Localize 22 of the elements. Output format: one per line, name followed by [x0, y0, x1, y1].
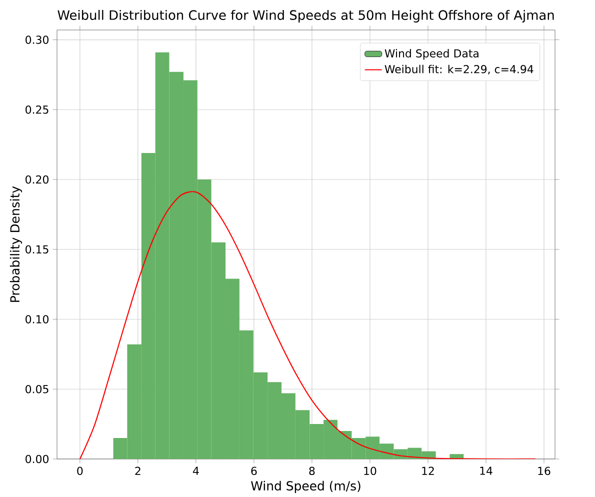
x-axis-title: Wind Speed (m/s): [251, 480, 360, 493]
x-tick-label: 12: [422, 466, 434, 475]
legend-label: Weibull fit: k=2.29, c=4.94: [384, 64, 534, 74]
x-tick-label: 8: [309, 466, 315, 476]
y-tick-label: 0.20: [26, 175, 48, 184]
line-series: [79, 191, 536, 459]
x-tick-label: 0: [77, 466, 83, 476]
chart-title: Weibull Distribution Curve for Wind Speeds at 50m Height Offshore of Ajman: [58, 10, 554, 22]
legend-label: Wind Speed Data: [384, 49, 478, 60]
x-tick-label: 4: [192, 466, 199, 475]
y-tick-label: 0.10: [26, 315, 48, 324]
x-tick-label: 16: [538, 466, 550, 476]
x-tick-label: 14: [480, 466, 492, 475]
y-tick-label: 0.30: [26, 36, 48, 44]
y-tick-label: 0.25: [26, 106, 48, 114]
y-tick-label: 0.00: [26, 454, 48, 464]
x-tick-label: 2: [135, 466, 140, 475]
y-tick-label: 0.05: [26, 384, 48, 394]
x-tick-label: 6: [251, 466, 257, 476]
y-tick-label: 0.15: [26, 245, 48, 254]
y-axis-title: Probability Density: [10, 186, 22, 302]
x-tick-label: 10: [364, 466, 376, 476]
